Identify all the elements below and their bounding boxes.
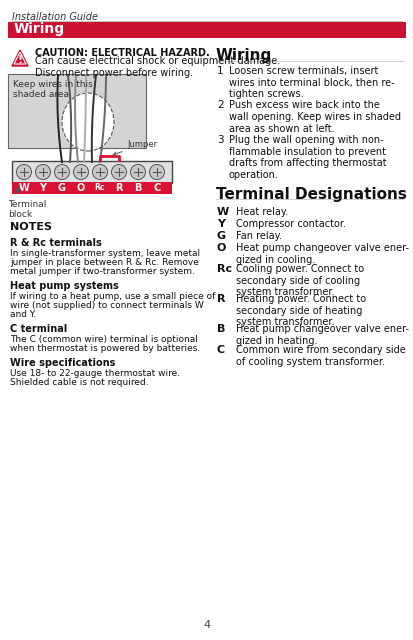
Text: jumper in place between R & Rc. Remove: jumper in place between R & Rc. Remove: [10, 258, 198, 267]
Text: Plug the wall opening with non-
flammable insulation to prevent
drafts from affe: Plug the wall opening with non- flammabl…: [228, 135, 386, 180]
FancyBboxPatch shape: [12, 161, 171, 183]
Text: W: W: [19, 183, 29, 193]
Text: 1: 1: [216, 66, 223, 76]
Circle shape: [149, 164, 164, 179]
Text: 2: 2: [216, 100, 223, 111]
Text: G: G: [216, 231, 225, 241]
FancyBboxPatch shape: [8, 74, 146, 148]
Text: Y: Y: [39, 183, 46, 193]
Text: 3: 3: [216, 135, 223, 145]
Text: when thermostat is powered by batteries.: when thermostat is powered by batteries.: [10, 344, 200, 353]
Circle shape: [74, 164, 88, 179]
Text: CAUTION: ELECTRICAL HAZARD.: CAUTION: ELECTRICAL HAZARD.: [35, 48, 209, 58]
Circle shape: [55, 164, 69, 179]
Text: If wiring to a heat pump, use a small piece of: If wiring to a heat pump, use a small pi…: [10, 292, 215, 301]
Text: !: !: [17, 55, 22, 65]
Text: C: C: [216, 345, 225, 355]
Text: Loosen screw terminals, insert
wires into terminal block, then re-
tighten screw: Loosen screw terminals, insert wires int…: [228, 66, 394, 99]
Text: wire (not supplied) to connect terminals W: wire (not supplied) to connect terminals…: [10, 301, 203, 310]
Text: Wiring: Wiring: [216, 48, 272, 63]
Text: NOTES: NOTES: [10, 222, 52, 232]
Text: R: R: [216, 294, 225, 304]
Circle shape: [92, 164, 107, 179]
Text: R & Rc terminals: R & Rc terminals: [10, 238, 102, 248]
FancyBboxPatch shape: [12, 182, 171, 194]
Text: Heat pump systems: Heat pump systems: [10, 281, 119, 291]
Text: Shielded cable is not required.: Shielded cable is not required.: [10, 378, 148, 387]
Circle shape: [111, 164, 126, 179]
Text: Terminal
block: Terminal block: [8, 200, 46, 220]
Text: Installation Guide: Installation Guide: [12, 12, 98, 22]
Text: Can cause electrical shock or equipment damage.
Disconnect power before wiring.: Can cause electrical shock or equipment …: [35, 56, 280, 77]
Circle shape: [36, 164, 50, 179]
Text: Fan relay.: Fan relay.: [235, 231, 281, 241]
Text: Use 18- to 22-gauge thermostat wire.: Use 18- to 22-gauge thermostat wire.: [10, 369, 180, 378]
Text: Keep wires in this
shaded area: Keep wires in this shaded area: [13, 80, 93, 99]
Text: G: G: [58, 183, 66, 193]
Text: Y: Y: [216, 219, 224, 229]
Text: Rc: Rc: [216, 264, 232, 274]
Text: In single-transformer system, leave metal: In single-transformer system, leave meta…: [10, 249, 199, 258]
FancyBboxPatch shape: [8, 22, 405, 38]
Text: metal jumper if two-transformer system.: metal jumper if two-transformer system.: [10, 267, 195, 276]
Text: C: C: [153, 183, 160, 193]
Text: O: O: [77, 183, 85, 193]
Text: Jumper: Jumper: [113, 140, 157, 156]
Text: C terminal: C terminal: [10, 324, 67, 334]
Text: Cooling power. Connect to
secondary side of cooling
system transformer.: Cooling power. Connect to secondary side…: [235, 264, 363, 297]
Circle shape: [130, 164, 145, 179]
Circle shape: [17, 164, 31, 179]
Text: W: W: [216, 207, 229, 217]
Text: O: O: [216, 243, 226, 253]
Text: Rc: Rc: [95, 184, 105, 193]
Text: Heat pump changeover valve ener-
gized in cooling.: Heat pump changeover valve ener- gized i…: [235, 243, 408, 264]
Text: B: B: [216, 324, 225, 334]
Text: R: R: [115, 183, 122, 193]
Text: Push excess wire back into the
wall opening. Keep wires in shaded
area as shown : Push excess wire back into the wall open…: [228, 100, 400, 134]
Text: Heating power. Connect to
secondary side of heating
system transformer.: Heating power. Connect to secondary side…: [235, 294, 365, 327]
Text: Common wire from secondary side
of cooling system transformer.: Common wire from secondary side of cooli…: [235, 345, 405, 367]
Ellipse shape: [62, 93, 114, 151]
Text: Heat relay.: Heat relay.: [235, 207, 287, 217]
Text: and Y.: and Y.: [10, 310, 36, 319]
Text: 4: 4: [203, 620, 210, 630]
Text: The C (common wire) terminal is optional: The C (common wire) terminal is optional: [10, 335, 197, 344]
Text: Heat pump changeover valve ener-
gized in heating.: Heat pump changeover valve ener- gized i…: [235, 324, 408, 346]
Text: Compressor contactor.: Compressor contactor.: [235, 219, 345, 229]
Text: Terminal Designations: Terminal Designations: [216, 187, 406, 202]
Text: Wire specifications: Wire specifications: [10, 358, 115, 368]
Text: Wiring: Wiring: [14, 22, 65, 36]
Polygon shape: [12, 50, 28, 66]
Text: B: B: [134, 183, 141, 193]
